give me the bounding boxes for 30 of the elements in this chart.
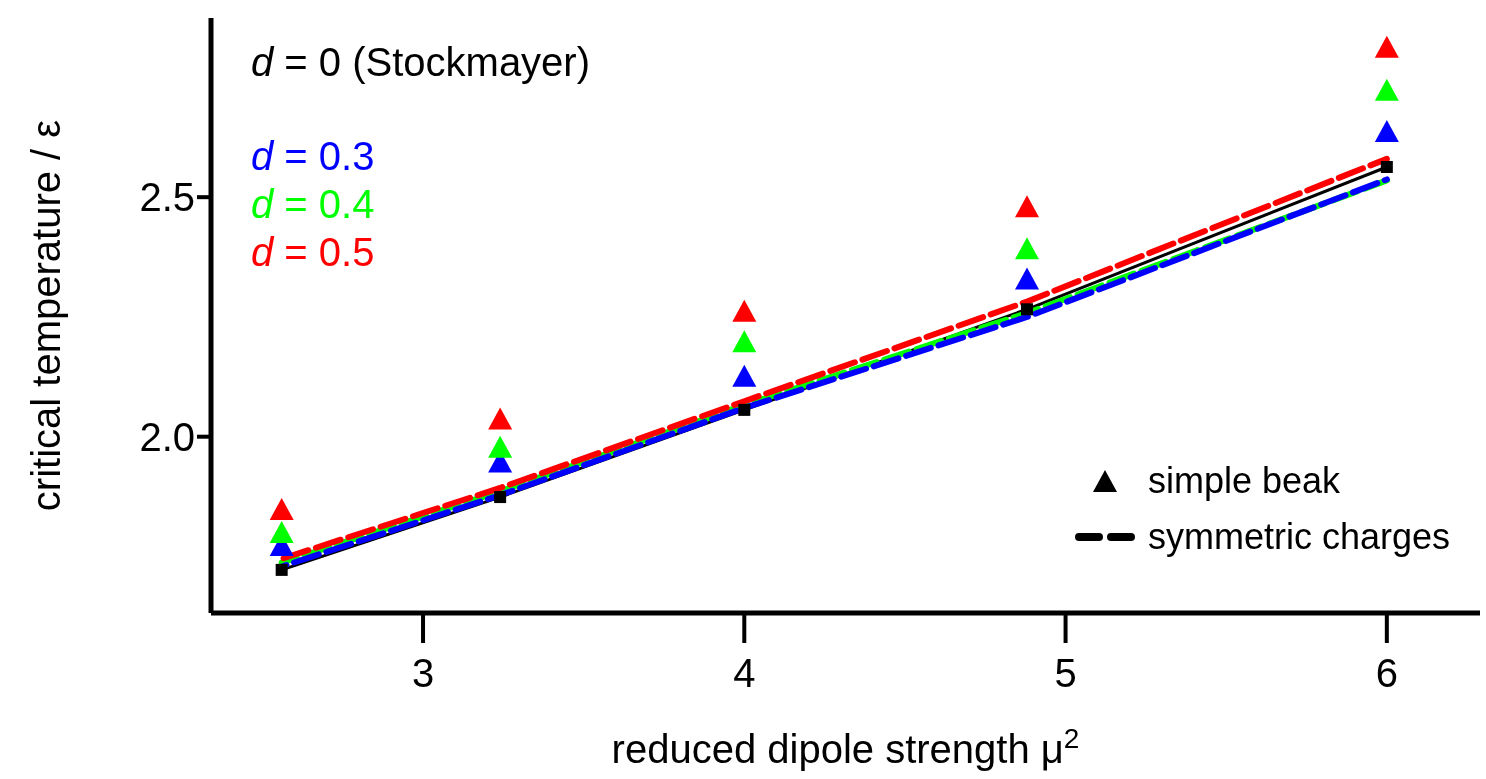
- text: d = 0.5: [251, 229, 376, 276]
- point: [732, 330, 757, 353]
- y-axis-title: critical temperature / ε: [24, 119, 68, 512]
- x-tick-label: 3: [411, 651, 435, 696]
- point: [738, 403, 751, 416]
- point: [1374, 78, 1399, 101]
- point: [269, 520, 294, 543]
- point: [269, 497, 294, 520]
- y-tick-label: 2.5: [139, 175, 195, 220]
- point: [1015, 237, 1040, 260]
- point: [488, 407, 513, 430]
- point: [732, 299, 757, 322]
- point: [1374, 119, 1399, 142]
- point: [1015, 195, 1040, 218]
- x-axis-title: reduced dipole strength μ$^{2}$: [611, 722, 1080, 771]
- point: [732, 364, 757, 387]
- point: [1374, 35, 1399, 58]
- annotation: symmetric charges: [1147, 515, 1450, 559]
- y-tick-label: 2.0: [139, 414, 195, 459]
- point: [1015, 267, 1040, 290]
- text: d = 0.4: [251, 181, 376, 228]
- point: [275, 563, 288, 576]
- text: d = 0.3: [251, 133, 376, 180]
- point: [1380, 160, 1393, 173]
- x-tick-label: 6: [1375, 651, 1398, 696]
- x-tick-label: 4: [733, 651, 756, 696]
- x-tick-label: 5: [1054, 651, 1077, 696]
- point: [488, 435, 513, 458]
- text: d = 0 (Stockmayer): [251, 39, 591, 86]
- annotation: simple beak: [1147, 459, 1341, 503]
